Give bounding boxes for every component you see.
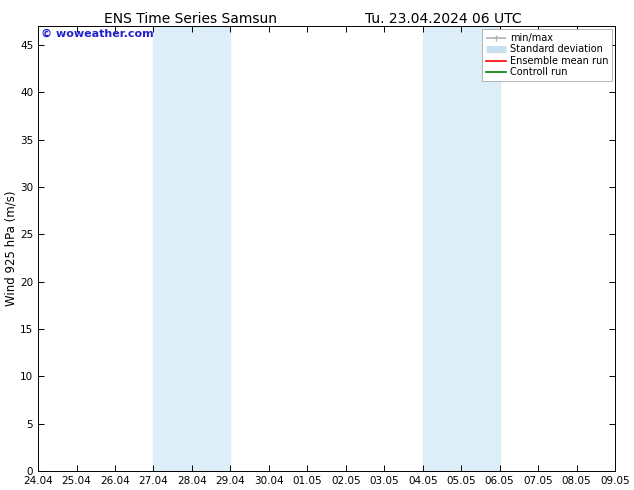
Y-axis label: Wind 925 hPa (m/s): Wind 925 hPa (m/s): [4, 191, 17, 306]
Text: ENS Time Series Samsun: ENS Time Series Samsun: [104, 12, 276, 26]
Legend: min/max, Standard deviation, Ensemble mean run, Controll run: min/max, Standard deviation, Ensemble me…: [482, 29, 612, 81]
Bar: [423, 26, 500, 471]
Text: © woweather.com: © woweather.com: [41, 28, 153, 38]
Text: Tu. 23.04.2024 06 UTC: Tu. 23.04.2024 06 UTC: [365, 12, 522, 26]
Bar: [153, 26, 230, 471]
